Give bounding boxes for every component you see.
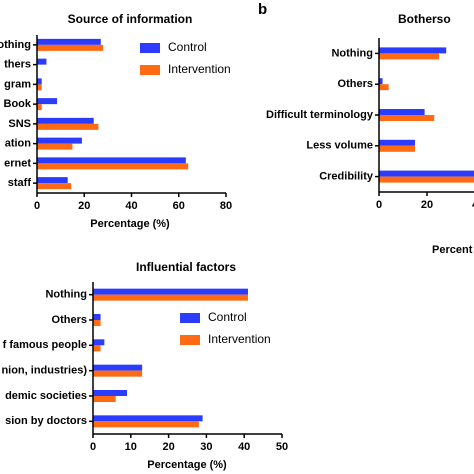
y-tick-label: Others (52, 314, 87, 326)
legend-label: Intervention (168, 62, 231, 76)
bar (37, 183, 72, 190)
x-tick-label: 40 (238, 441, 250, 453)
bar (93, 390, 128, 396)
bar (93, 294, 248, 301)
bar (37, 98, 58, 105)
x-tick-label: 0 (376, 199, 382, 211)
chart-title: Source of information (68, 12, 193, 26)
x-tick-label: 80 (220, 200, 232, 212)
bar (37, 123, 99, 130)
bar (37, 137, 82, 144)
y-tick-label: Others (338, 78, 373, 90)
y-tick-label: ernet (4, 157, 31, 169)
x-axis-label: Percent (432, 244, 473, 256)
bar (37, 117, 94, 124)
bar (93, 320, 101, 326)
y-tick-label: Difficult terminology (266, 109, 374, 121)
y-tick-label: othing (0, 39, 31, 51)
bar (379, 47, 447, 54)
bar (379, 53, 439, 60)
y-tick-label: nion, industries) (1, 365, 87, 377)
bar (37, 104, 42, 111)
legend-swatch (180, 313, 200, 323)
y-tick-label: ation (5, 138, 32, 150)
y-tick-label: Nothing (331, 47, 373, 59)
bar (379, 78, 383, 85)
legend-swatch (140, 65, 160, 75)
bar (37, 84, 42, 91)
bar (37, 143, 73, 150)
bar (93, 314, 101, 320)
bar (93, 288, 248, 295)
bar (37, 177, 68, 184)
x-tick-label: 0 (90, 441, 96, 453)
x-tick-label: 10 (125, 441, 137, 453)
bar (37, 157, 186, 164)
bar (379, 176, 474, 183)
bar (379, 170, 474, 177)
bar (37, 58, 47, 65)
x-tick-label: 40 (125, 200, 137, 212)
x-tick-label: 20 (162, 441, 174, 453)
bar (37, 78, 42, 85)
y-tick-label: sion by doctors (5, 415, 87, 427)
x-tick-label: 30 (200, 441, 212, 453)
y-tick-label: Credibility (319, 171, 374, 183)
bar (37, 38, 101, 45)
y-tick-label: gram (4, 78, 31, 90)
bar (93, 396, 116, 402)
x-axis-label: Percentage (%) (147, 459, 227, 471)
bar (37, 163, 189, 170)
y-tick-label: thers (4, 59, 31, 71)
chart-title: Botherso (398, 12, 451, 26)
bar (93, 339, 105, 346)
x-axis-label: Percentage (%) (90, 218, 170, 230)
bar (93, 370, 143, 377)
bar (379, 115, 435, 121)
y-tick-label: SNS (8, 118, 31, 130)
chart-title: Influential factors (136, 260, 236, 274)
bar (93, 345, 101, 352)
bar (93, 421, 199, 428)
legend-label: Intervention (208, 332, 271, 346)
x-tick-label: 60 (173, 200, 185, 212)
bar (37, 44, 104, 51)
x-tick-label: 50 (276, 441, 288, 453)
x-tick-label: 20 (421, 199, 433, 211)
y-tick-label: demic societies (5, 390, 87, 402)
bar (379, 139, 415, 146)
y-tick-label: Less volume (306, 140, 373, 152)
legend-swatch (180, 335, 200, 345)
y-tick-label: Book (4, 98, 32, 110)
x-tick-label: 20 (78, 200, 90, 212)
bar (379, 145, 415, 152)
y-tick-label: Nothing (45, 289, 87, 301)
y-tick-label: staff (8, 177, 32, 189)
legend-swatch (140, 43, 160, 53)
panel-label: b (258, 1, 267, 18)
y-tick-label: f famous people (3, 339, 87, 351)
bar (93, 415, 203, 422)
bar (93, 364, 143, 371)
x-tick-label: 4 (472, 199, 474, 211)
bar (379, 109, 425, 115)
x-tick-label: 0 (34, 200, 40, 212)
legend-label: Control (168, 40, 207, 54)
bar (379, 84, 389, 91)
legend-label: Control (208, 310, 247, 324)
